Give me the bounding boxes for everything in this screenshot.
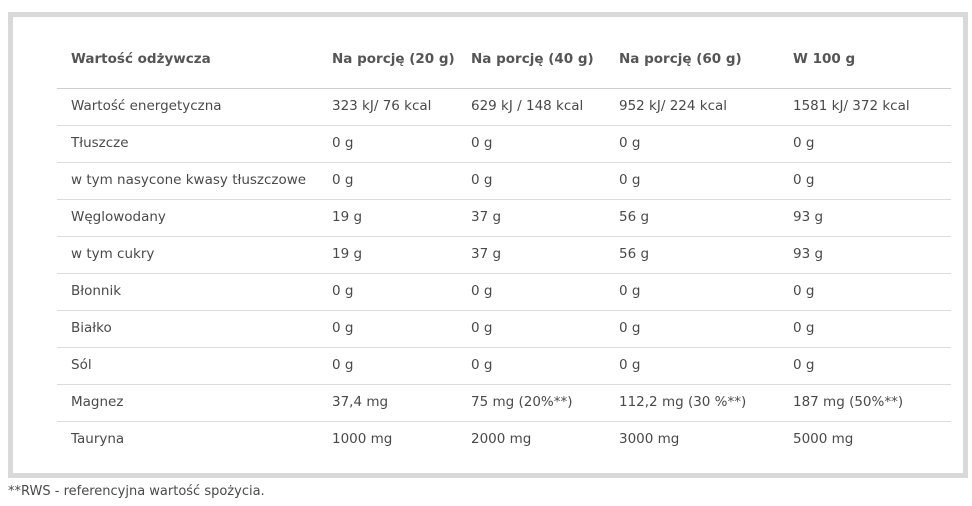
table-cell: 56 g	[619, 209, 650, 226]
table-cell: Magnez	[71, 394, 124, 411]
table-cell: 323 kJ/ 76 kcal	[332, 98, 432, 115]
table-cell: 37 g	[471, 246, 502, 263]
nutrition-table-frame: Wartość odżywcza Na porcję (20 g) Na por…	[8, 12, 968, 478]
table-cell: Tauryna	[71, 431, 125, 448]
table-cell: 0 g	[332, 283, 354, 300]
table-cell: 1581 kJ/ 372 kcal	[793, 98, 910, 115]
table-cell: 952 kJ/ 224 kcal	[619, 98, 728, 115]
table-cell: 0 g	[471, 172, 493, 189]
table-row: Białko 0 g 0 g 0 g 0 g	[57, 311, 951, 348]
table-cell: 37,4 mg	[332, 394, 389, 411]
table-cell: 0 g	[793, 135, 815, 152]
table-row: Magnez 37,4 mg 75 mg (20%**) 112,2 mg (3…	[57, 385, 951, 422]
table-cell: 37 g	[471, 209, 502, 226]
table-cell: 0 g	[793, 283, 815, 300]
table-cell: Wartość energetyczna	[71, 98, 222, 115]
table-cell: 93 g	[793, 209, 824, 226]
table-cell: 0 g	[471, 357, 493, 374]
table-cell: w tym nasycone kwasy tłuszczowe	[71, 172, 307, 189]
table-cell: Błonnik	[71, 283, 122, 300]
table-cell: 56 g	[619, 246, 650, 263]
table-cell: 19 g	[332, 209, 363, 226]
table-row: Wartość energetyczna 323 kJ/ 76 kcal 629…	[57, 89, 951, 126]
table-cell: 112,2 mg (30 %**)	[619, 394, 747, 411]
table-cell: 19 g	[332, 246, 363, 263]
table-cell: 0 g	[471, 135, 493, 152]
table-cell: 0 g	[619, 172, 641, 189]
table-row: Węglowodany 19 g 37 g 56 g 93 g	[57, 200, 951, 237]
table-cell: 629 kJ / 148 kcal	[471, 98, 584, 115]
table-row: Tauryna 1000 mg 2000 mg 3000 mg 5000 mg	[57, 422, 951, 458]
table-cell: 0 g	[471, 283, 493, 300]
table-cell: 1000 mg	[332, 431, 393, 448]
table-cell: 0 g	[332, 320, 354, 337]
table-cell: 0 g	[619, 320, 641, 337]
table-cell: 0 g	[793, 320, 815, 337]
header-cell-portion-60g: Na porcję (60 g)	[619, 50, 742, 67]
table-cell: 0 g	[793, 172, 815, 189]
table-cell: 5000 mg	[793, 431, 854, 448]
table-cell: 0 g	[332, 172, 354, 189]
table-header-row: Wartość odżywcza Na porcję (20 g) Na por…	[57, 31, 951, 89]
table-cell: 0 g	[471, 320, 493, 337]
table-cell: Białko	[71, 320, 112, 337]
table-row: w tym nasycone kwasy tłuszczowe 0 g 0 g …	[57, 163, 951, 200]
table-cell: w tym cukry	[71, 246, 155, 263]
header-cell-portion-40g: Na porcję (40 g)	[471, 50, 594, 67]
table-cell: Tłuszcze	[71, 135, 129, 152]
table-cell: 0 g	[793, 357, 815, 374]
table-cell: 187 mg (50%**)	[793, 394, 904, 411]
nutrition-table: Wartość odżywcza Na porcję (20 g) Na por…	[57, 31, 951, 458]
table-cell: 0 g	[619, 135, 641, 152]
table-cell: 0 g	[332, 135, 354, 152]
table-row: w tym cukry 19 g 37 g 56 g 93 g	[57, 237, 951, 274]
header-cell-nutrient: Wartość odżywcza	[71, 50, 211, 67]
table-cell: 3000 mg	[619, 431, 680, 448]
table-cell: 0 g	[619, 283, 641, 300]
header-cell-per-100g: W 100 g	[793, 50, 856, 67]
table-cell: 93 g	[793, 246, 824, 263]
table-cell: Sól	[71, 357, 92, 374]
table-row: Tłuszcze 0 g 0 g 0 g 0 g	[57, 126, 951, 163]
footnote: **RWS - referencyjna wartość spożycia.	[8, 484, 265, 499]
table-row: Sól 0 g 0 g 0 g 0 g	[57, 348, 951, 385]
table-cell: 75 mg (20%**)	[471, 394, 573, 411]
header-cell-portion-20g: Na porcję (20 g)	[332, 50, 455, 67]
table-cell: Węglowodany	[71, 209, 166, 226]
table-cell: 0 g	[619, 357, 641, 374]
table-cell: 2000 mg	[471, 431, 532, 448]
table-row: Błonnik 0 g 0 g 0 g 0 g	[57, 274, 951, 311]
table-cell: 0 g	[332, 357, 354, 374]
